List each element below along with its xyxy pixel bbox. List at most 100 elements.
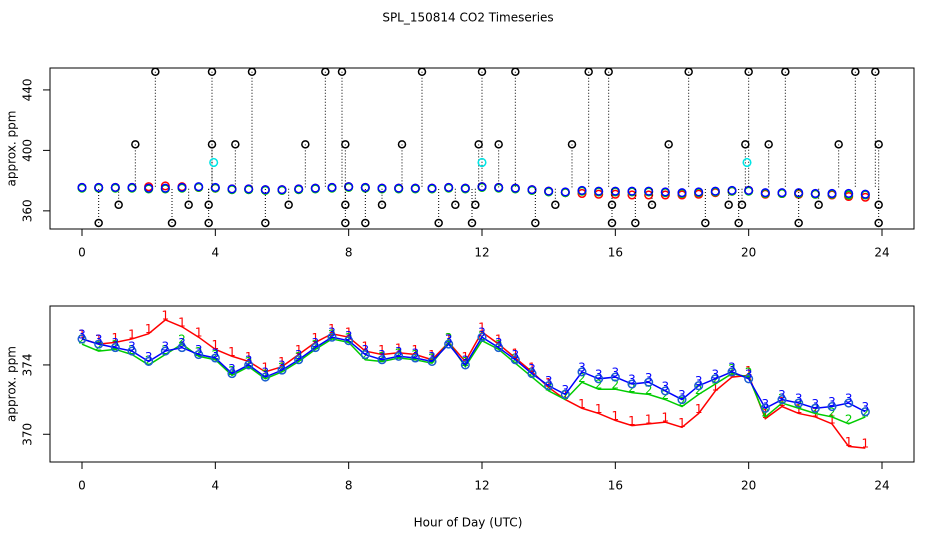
point — [694, 381, 704, 391]
point-marker: 3 — [645, 371, 653, 385]
point-marker: 3 — [328, 326, 336, 340]
point-marker: 1 — [678, 416, 686, 430]
point-marker: 1 — [428, 348, 436, 362]
point — [321, 67, 330, 77]
point — [417, 67, 427, 77]
point — [594, 374, 604, 384]
point — [647, 200, 657, 210]
point — [744, 67, 753, 77]
point-marker: 2 — [128, 343, 136, 357]
point — [860, 407, 870, 417]
point-marker: 1 — [462, 350, 470, 364]
point — [827, 188, 837, 199]
point-marker: 1 — [595, 402, 603, 416]
x-axis-label: Hour of Day (UTC) — [414, 516, 523, 530]
point-marker: 3 — [628, 373, 636, 387]
point — [874, 140, 883, 149]
point — [527, 369, 537, 379]
point-marker: 3 — [712, 367, 720, 381]
point — [777, 188, 787, 198]
point-marker: 1 — [645, 412, 653, 426]
point-marker: 1 — [328, 322, 336, 336]
point-marker: 1 — [862, 437, 870, 451]
point — [360, 182, 370, 192]
point — [77, 334, 87, 344]
point-marker: 3 — [445, 333, 453, 347]
point — [851, 67, 860, 77]
point-marker: 1 — [312, 331, 320, 345]
point-marker: 3 — [262, 366, 270, 380]
point — [194, 349, 204, 360]
point — [871, 67, 880, 77]
point-marker: 2 — [428, 352, 436, 366]
point — [284, 200, 293, 210]
point-marker: 3 — [145, 350, 153, 364]
point-marker: 3 — [428, 350, 436, 364]
series-line — [81, 318, 866, 449]
point — [127, 346, 137, 356]
y-axis-label: approx. ppm — [5, 111, 19, 187]
point — [727, 367, 737, 377]
point — [610, 372, 620, 382]
point — [874, 218, 883, 228]
x-tick-label: 0 — [78, 479, 86, 493]
point — [551, 200, 560, 210]
point — [477, 157, 487, 168]
point — [160, 346, 170, 356]
point-marker: 3 — [862, 400, 870, 414]
plot-area — [77, 67, 883, 228]
point — [627, 186, 637, 196]
point-marker: 3 — [762, 397, 770, 411]
point-marker: 1 — [412, 343, 420, 357]
point-marker: 1 — [445, 331, 453, 345]
point-marker: 2 — [745, 366, 753, 380]
point — [231, 140, 240, 149]
point — [664, 140, 673, 149]
point-marker: 1 — [145, 322, 153, 336]
point — [607, 218, 617, 228]
point-marker: 3 — [828, 395, 836, 409]
point-marker: 3 — [745, 367, 753, 381]
point-marker: 3 — [595, 367, 603, 381]
x-tick-label: 24 — [874, 479, 889, 493]
point-marker: 2 — [495, 338, 503, 352]
point-marker: 3 — [212, 347, 220, 361]
point-marker: 2 — [245, 355, 253, 369]
point-marker: 2 — [395, 347, 403, 361]
point — [510, 183, 520, 193]
point-marker: 2 — [845, 412, 853, 426]
point — [631, 218, 640, 228]
point — [794, 188, 804, 198]
point — [742, 157, 752, 168]
point — [810, 188, 820, 199]
point-marker: 1 — [395, 341, 403, 355]
point-marker: 2 — [278, 360, 286, 374]
point — [410, 183, 420, 193]
x-tick-label: 24 — [874, 246, 889, 260]
x-tick-label: 8 — [345, 246, 353, 260]
point — [477, 67, 487, 77]
point — [310, 343, 320, 353]
point — [337, 67, 347, 77]
point-marker: 1 — [828, 412, 836, 426]
point — [744, 374, 754, 384]
point-marker: 2 — [728, 362, 736, 376]
point-marker: 1 — [745, 364, 753, 378]
point — [584, 67, 593, 77]
point — [760, 188, 770, 198]
point — [77, 182, 87, 192]
point-marker: 1 — [362, 340, 370, 354]
point — [844, 398, 854, 408]
point — [209, 157, 219, 168]
point — [127, 182, 137, 192]
point — [460, 183, 470, 193]
point — [151, 67, 160, 77]
point — [494, 140, 503, 149]
point — [511, 67, 520, 77]
point — [444, 182, 454, 192]
point-marker: 2 — [578, 371, 586, 385]
point — [544, 381, 554, 391]
point — [567, 140, 577, 149]
point-marker: 2 — [778, 392, 786, 406]
